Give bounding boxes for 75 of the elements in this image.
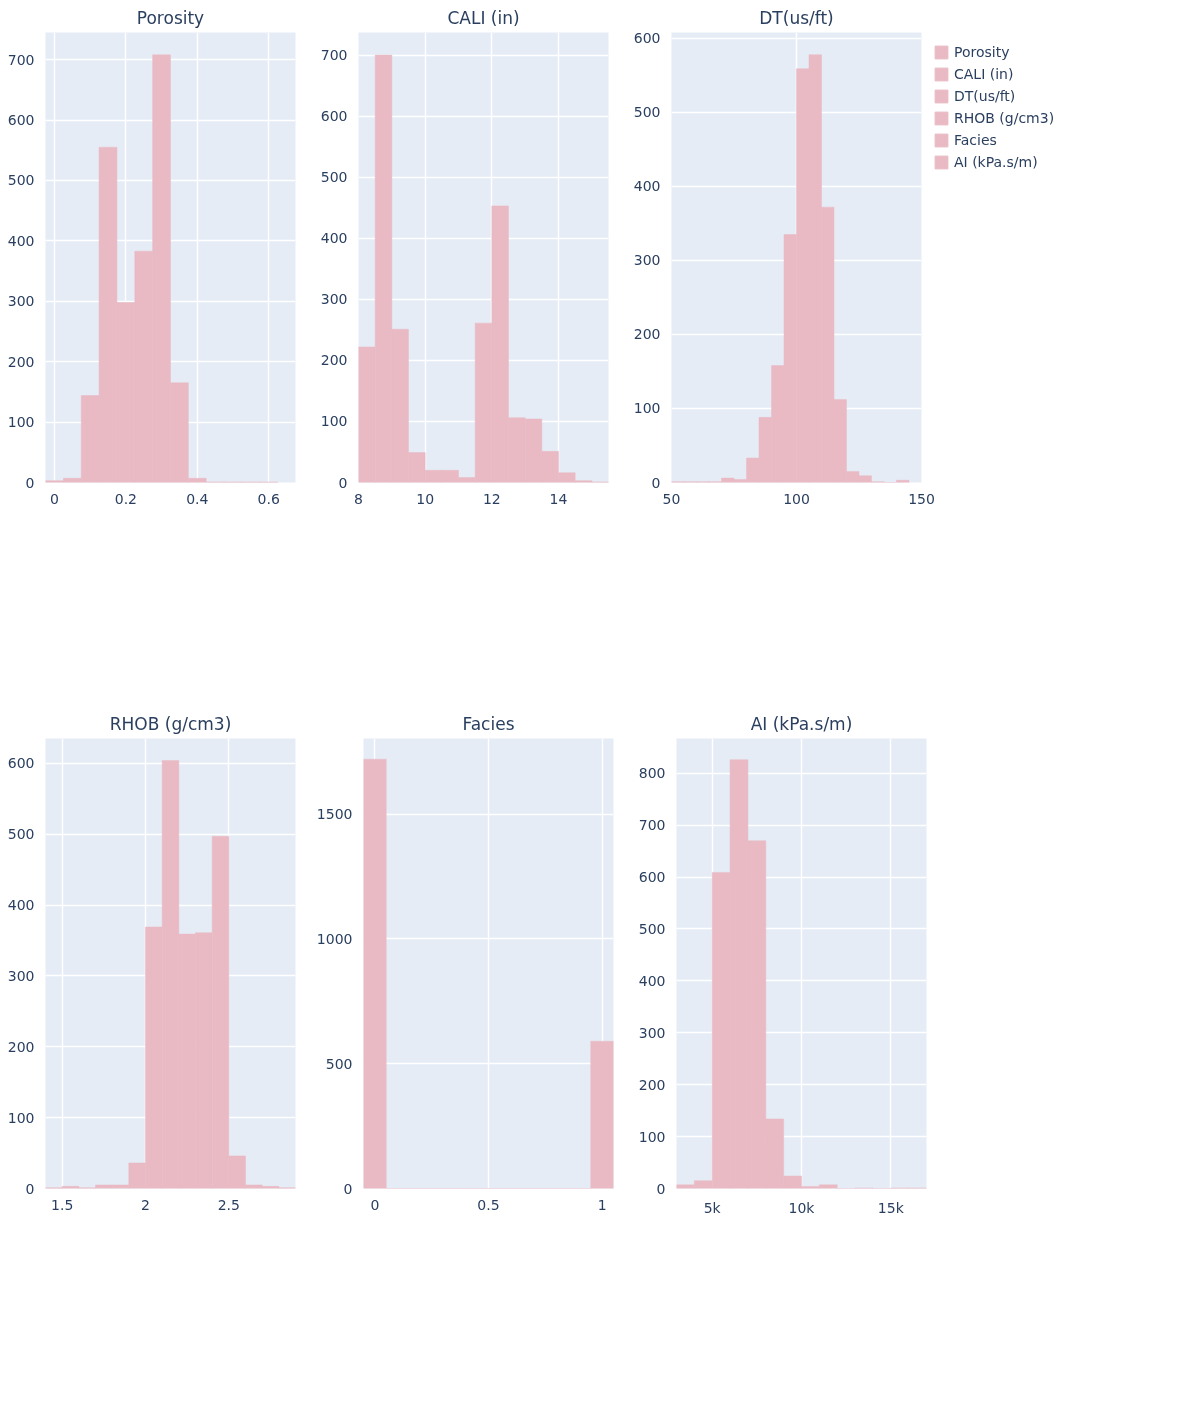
y-tick-label: 400 — [633, 178, 661, 195]
x-tick-label: 8 — [354, 490, 363, 507]
chart-title: RHOB (g/cm3) — [109, 713, 232, 734]
y-tick-label: 800 — [638, 765, 666, 782]
y-tick-label: 300 — [633, 252, 661, 269]
y-tick-label: 600 — [7, 755, 35, 772]
y-tick-label: 700 — [638, 817, 666, 834]
x-tick-label: 50 — [662, 490, 681, 507]
text: DT(us/ft) — [954, 88, 1016, 104]
y-tick-label: 600 — [7, 112, 35, 129]
y-tick-label: 400 — [638, 972, 666, 989]
x-tick-label: 1 — [597, 1196, 607, 1213]
y-tick-label: 100 — [7, 1109, 35, 1126]
text: AI (kPa.s/m) — [954, 154, 1038, 170]
y-tick-label: 1000 — [316, 930, 353, 947]
x-tick-label: 1.5 — [51, 1196, 74, 1213]
y-tick-label: 600 — [638, 869, 666, 886]
y-tick-label: 500 — [638, 920, 666, 937]
x-tick-label: 10k — [788, 1199, 816, 1216]
x-tick-label: 15k — [877, 1199, 905, 1216]
x-tick-label: 0 — [370, 1196, 380, 1213]
x-tick-label: 150 — [908, 490, 935, 507]
y-tick-label: 600 — [320, 108, 348, 125]
x-tick-label: 14 — [549, 490, 568, 507]
y-tick-label: 500 — [7, 826, 35, 843]
x-tick-label: 5k — [703, 1199, 722, 1216]
y-tick-label: 700 — [7, 51, 35, 68]
y-tick-label: 0 — [25, 1180, 35, 1197]
y-tick-label: 400 — [320, 230, 348, 247]
y-tick-label: 300 — [7, 967, 35, 984]
text: RHOB (g/cm3) — [954, 110, 1055, 126]
y-tick-label: 200 — [7, 353, 35, 370]
y-tick-label: 1500 — [316, 806, 353, 823]
y-tick-label: 0 — [651, 474, 661, 491]
y-tick-label: 500 — [633, 104, 661, 121]
x-tick-label: 2.5 — [217, 1196, 240, 1213]
chart-title: DT(us/ft) — [759, 7, 834, 28]
x-tick-label: 0.2 — [114, 490, 137, 507]
y-tick-label: 500 — [320, 169, 348, 186]
x-tick-label: 12 — [482, 490, 501, 507]
y-tick-label: 400 — [7, 897, 35, 914]
chart-title: CALI (in) — [447, 7, 520, 28]
x-tick-label: 0.5 — [477, 1196, 500, 1213]
y-tick-label: 100 — [638, 1128, 666, 1145]
chart-title: Facies — [462, 713, 515, 734]
y-tick-label: 100 — [7, 414, 35, 431]
x-tick-label: 2 — [141, 1196, 150, 1213]
y-tick-label: 500 — [325, 1055, 353, 1072]
y-tick-label: 600 — [633, 30, 661, 47]
y-tick-label: 300 — [7, 293, 35, 310]
y-tick-label: 100 — [320, 413, 348, 430]
y-tick-label: 300 — [320, 291, 348, 308]
chart-title: AI (kPa.s/m) — [750, 713, 853, 734]
y-tick-label: 200 — [320, 352, 348, 369]
legend-label: Porosity — [954, 44, 1010, 60]
text: Facies — [954, 132, 997, 148]
y-tick-label: 100 — [633, 400, 661, 417]
y-tick-label: 700 — [320, 47, 348, 64]
y-tick-label: 200 — [633, 326, 661, 343]
y-tick-label: 0 — [343, 1180, 353, 1197]
y-tick-label: 0 — [25, 474, 35, 491]
y-tick-label: 300 — [638, 1024, 666, 1041]
x-tick-label: 0.6 — [257, 490, 280, 507]
x-tick-label: 10 — [416, 490, 435, 507]
y-tick-label: 0 — [656, 1180, 666, 1197]
y-tick-label: 200 — [638, 1076, 666, 1093]
y-tick-label: 0 — [338, 474, 348, 491]
y-tick-label: 500 — [7, 172, 35, 189]
x-tick-label: 0 — [49, 490, 59, 507]
y-tick-label: 400 — [7, 232, 35, 249]
x-tick-label: 0.4 — [186, 490, 209, 507]
text: CALI (in) — [954, 66, 1014, 82]
y-tick-label: 200 — [7, 1038, 35, 1055]
chart-title: Porosity — [136, 7, 205, 28]
x-tick-label: 100 — [783, 490, 810, 507]
